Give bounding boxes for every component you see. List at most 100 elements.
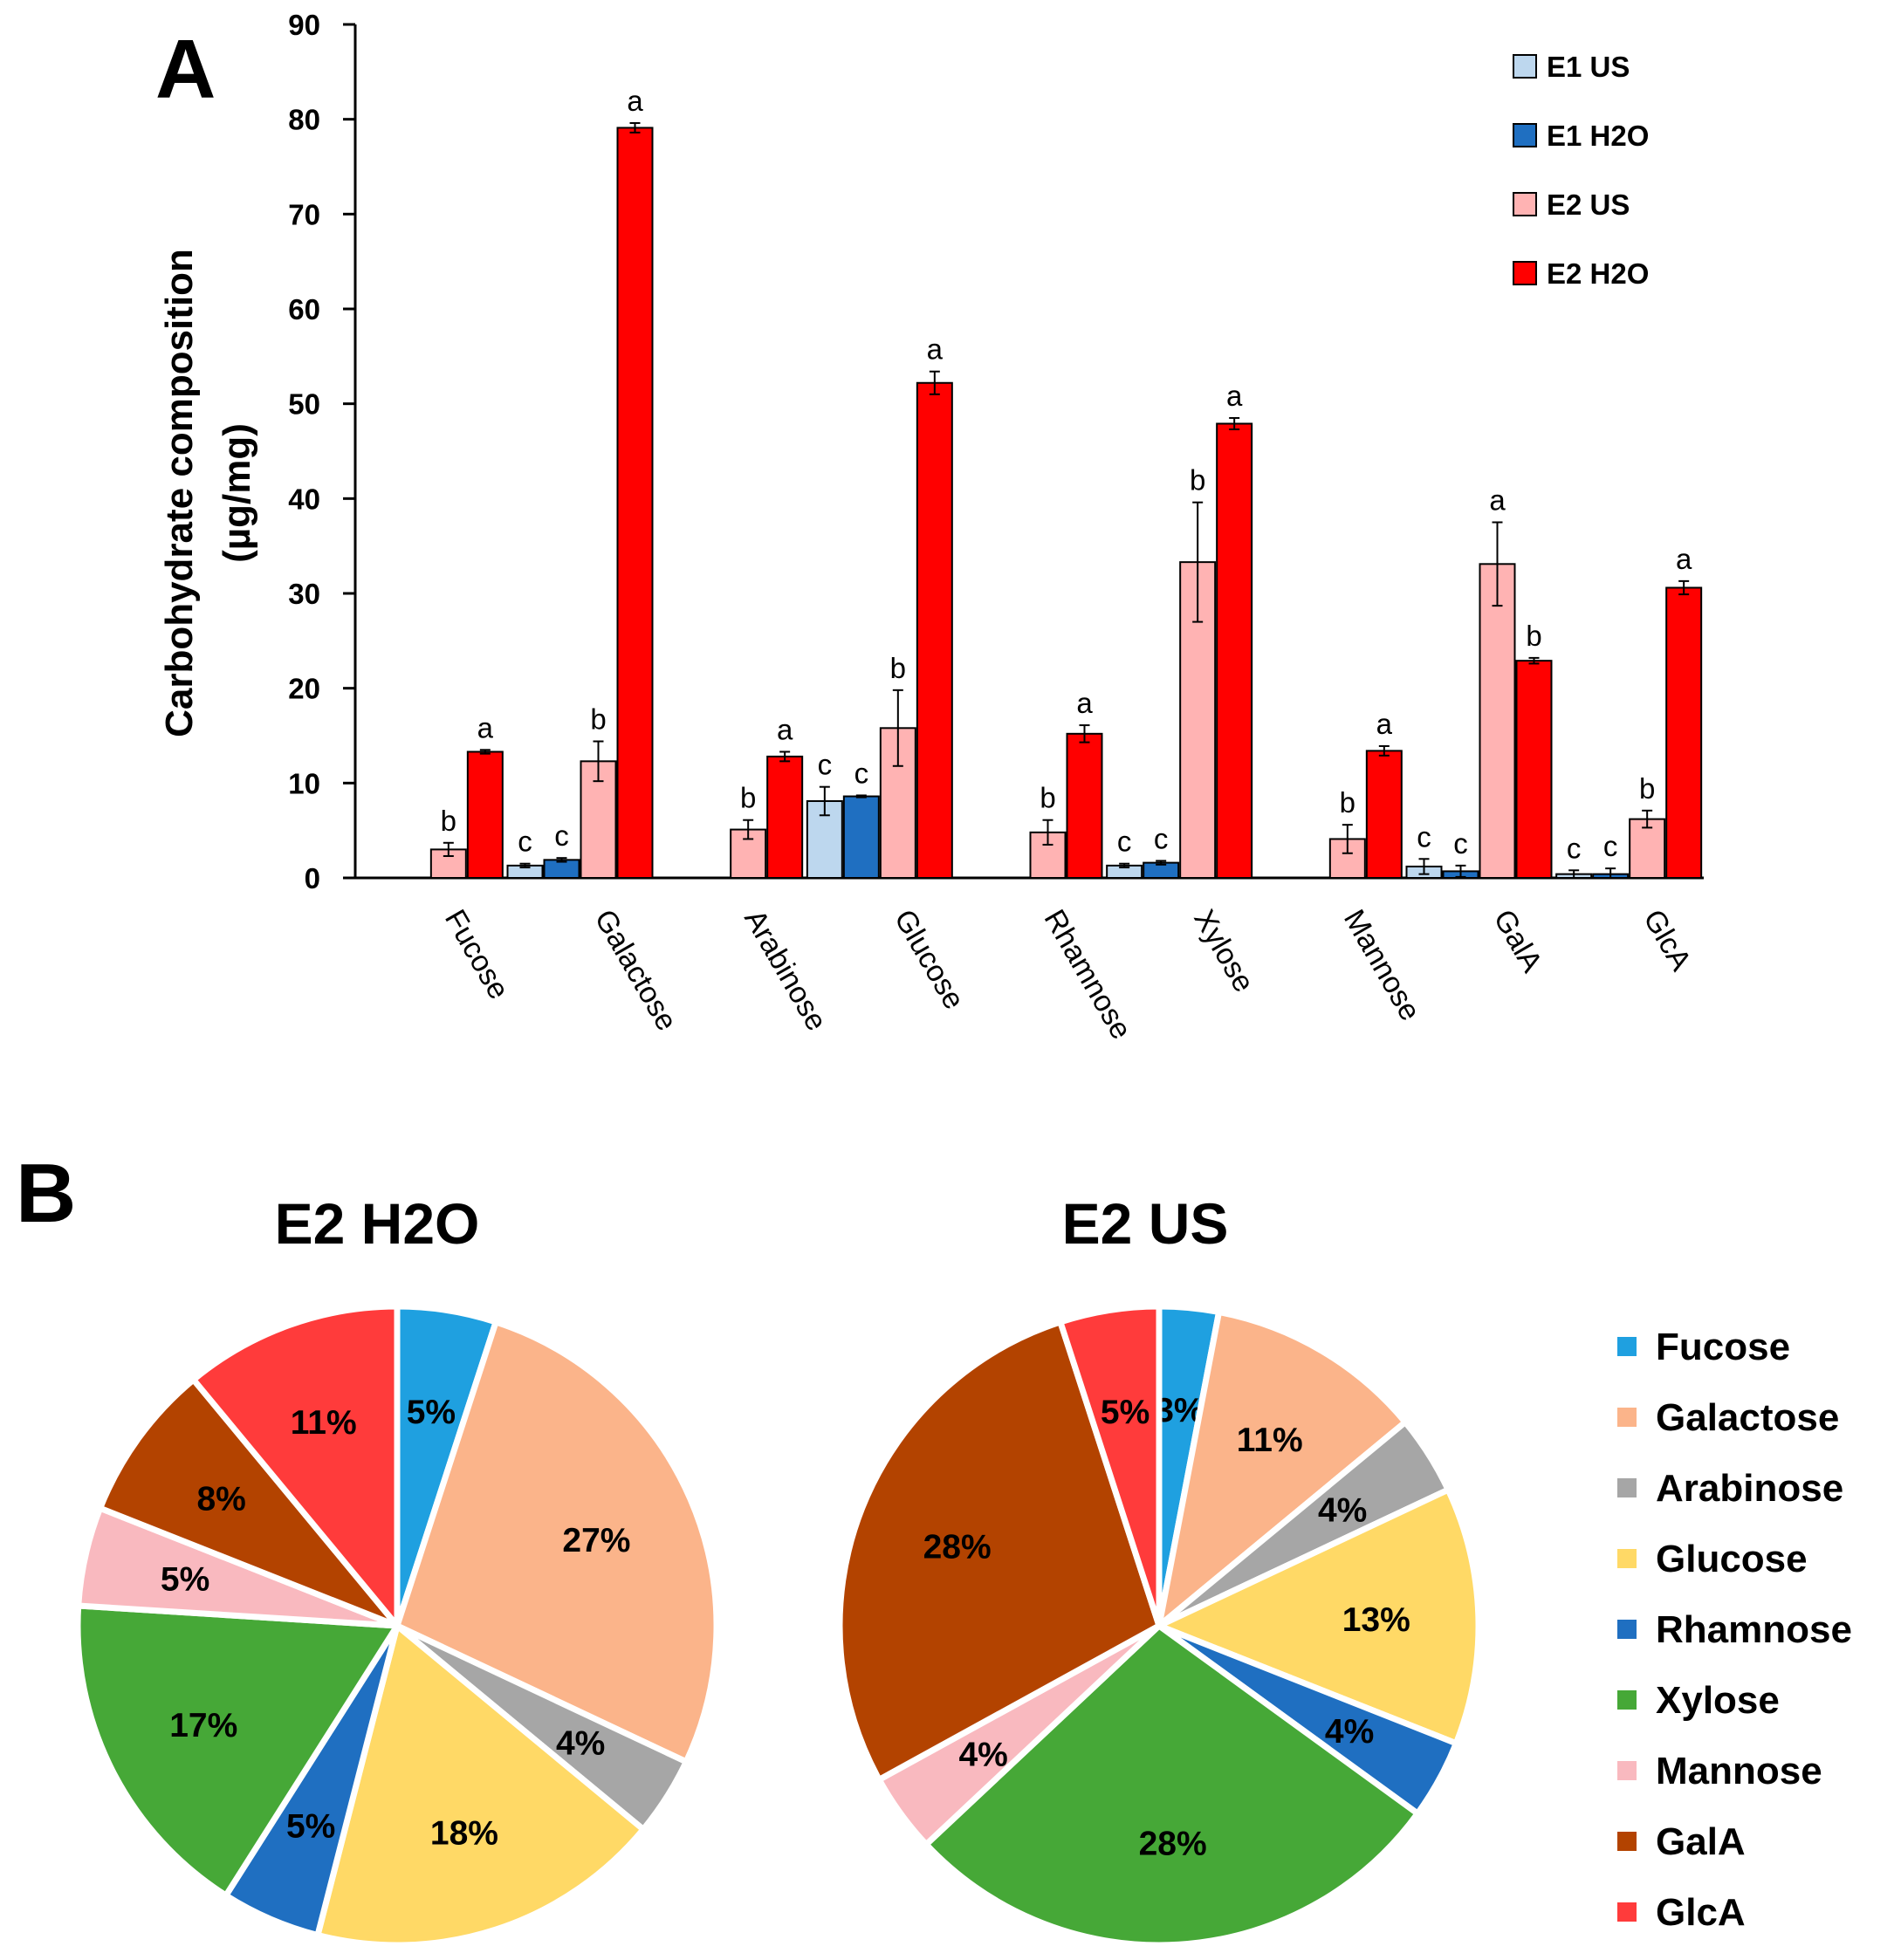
bar-e2-h2o [1665, 586, 1703, 879]
pie-slice-xylose [923, 1622, 1421, 1949]
y-tick-label: 70 [288, 198, 320, 230]
y-tick-label: 40 [288, 483, 320, 515]
significance-letter: a [1076, 687, 1093, 719]
x-category-label: Xylose [1187, 904, 1260, 997]
significance-letter: c [818, 749, 833, 781]
legend-entry: E2 US [1547, 188, 1630, 221]
significance-letter: b [1040, 782, 1055, 814]
bar-e2-h2o [1066, 732, 1103, 879]
legend-swatch [1513, 123, 1537, 147]
significance-letter: a [477, 711, 494, 744]
pie-legend-entry: Rhamnose [1656, 1608, 1852, 1651]
significance-letter: a [1376, 708, 1393, 740]
pie-chart-e2-h2o: 5% 27% 4% 18% 5% 17% 5% 8% 11% [74, 1303, 720, 1949]
bar-y-axis-label-line1: Carbohydrate composition [158, 249, 201, 737]
bar-e2-h2o [1365, 750, 1403, 879]
pie-legend-swatch [1617, 1549, 1637, 1568]
pie-legend-swatch [1617, 1337, 1637, 1356]
significance-letter: c [854, 757, 869, 789]
pie-slice-label: 28% [923, 1528, 992, 1566]
pie-legend-swatch [1617, 1620, 1637, 1639]
pie-legend-entry: Glucose [1656, 1538, 1808, 1580]
pie-slice-label: 4% [556, 1724, 605, 1762]
pie-legend-entry: Arabinose [1656, 1467, 1843, 1510]
bar-e1-h2o [842, 795, 880, 880]
x-category-label: Rhamnose [1038, 904, 1138, 1045]
significance-letter: c [1453, 827, 1468, 860]
x-category-label: Galactose [588, 904, 683, 1037]
x-category-label: Mannose [1337, 904, 1427, 1026]
pie-slice-label: 11% [291, 1404, 357, 1442]
legend-swatch [1513, 54, 1537, 79]
pie-legend-entry: GalA [1656, 1820, 1746, 1863]
bar-e2-h2o [466, 750, 504, 879]
pie-slice-galactose [1156, 1308, 1409, 1629]
pie-slice-label: 4% [1325, 1713, 1374, 1751]
significance-letter: b [1190, 464, 1205, 497]
pie-slice-gala [97, 1376, 401, 1629]
significance-letter: b [590, 703, 606, 736]
pie-slice-label: 13% [1342, 1601, 1410, 1639]
pie-1-title: E2 H2O [275, 1191, 480, 1256]
pie-slice-glucose [314, 1622, 647, 1949]
x-category-label: Glucose [888, 904, 971, 1015]
significance-letter: c [1567, 832, 1582, 864]
significance-letter: c [1603, 830, 1618, 862]
pie-legend-swatch [1617, 1478, 1637, 1497]
pie-legend-swatch [1617, 1690, 1637, 1710]
pie-slice-label: 11% [1237, 1422, 1303, 1459]
legend-entry: E1 US [1547, 51, 1630, 83]
significance-letter: a [777, 713, 793, 745]
significance-letter: b [1639, 772, 1655, 805]
y-tick-label: 0 [305, 862, 320, 894]
significance-letter: c [1154, 822, 1169, 854]
x-category-label: Fucose [438, 904, 516, 1005]
legend-entry: E1 H2O [1547, 120, 1649, 152]
pie-slice-galactose [394, 1319, 720, 1765]
pie-legend-entry: Xylose [1656, 1679, 1780, 1722]
significance-letter: c [518, 826, 532, 858]
legend-swatch [1513, 261, 1537, 285]
bar-e2-h2o [1216, 422, 1253, 879]
y-tick-label: 50 [288, 388, 320, 421]
bar-e2-h2o [916, 381, 953, 879]
pie-slice-label: 4% [1318, 1492, 1367, 1530]
pie-slice-label: 5% [1101, 1394, 1150, 1431]
pie-slice-label: 5% [286, 1807, 335, 1845]
pie-slice-glucose [1156, 1486, 1482, 1747]
x-category-label: GlcA [1637, 904, 1698, 977]
significance-letter: b [1526, 620, 1541, 652]
pie-chart-e2-us: 3%11%4%13%4%28%4%28%5% [836, 1303, 1482, 1949]
panel-b-label: B [16, 1147, 76, 1240]
significance-letter: c [1417, 820, 1431, 853]
significance-letter: a [1489, 484, 1506, 517]
y-tick-label: 80 [288, 104, 320, 136]
y-tick-label: 30 [288, 578, 320, 610]
pie-slice-label: 28% [1139, 1825, 1207, 1862]
pie-slice-label: 17% [169, 1707, 237, 1744]
pie-slice-label: 27% [562, 1522, 630, 1559]
pie-slice-label: 8% [196, 1481, 245, 1518]
y-tick-label: 20 [288, 673, 320, 705]
significance-letter: a [1226, 380, 1243, 412]
bar-e2-us [1479, 563, 1516, 880]
pie-legend-swatch [1617, 1761, 1637, 1780]
pie-legend-swatch [1617, 1832, 1637, 1851]
x-category-label: GalA [1487, 904, 1549, 978]
significance-letter: b [441, 805, 456, 837]
pie-slice-glca [190, 1303, 401, 1629]
pie-legend-entry: Galactose [1656, 1396, 1839, 1439]
legend-swatch [1513, 192, 1537, 216]
bar-e2-h2o [766, 755, 804, 880]
pie-slice-label: 4% [958, 1736, 1007, 1773]
panel-b: B E2 H2O E2 US 5%27%4%18%5%17%5%8%11% 3%… [16, 1147, 1852, 1949]
significance-letter: a [1676, 543, 1692, 575]
bar-e2-h2o [616, 127, 654, 880]
pie-legend-swatch [1617, 1902, 1637, 1922]
pie-legend-swatch [1617, 1408, 1637, 1427]
y-tick-label: 10 [288, 767, 320, 799]
pie-2-title: E2 US [1062, 1191, 1229, 1256]
pie-legend-entry: Mannose [1656, 1750, 1822, 1792]
